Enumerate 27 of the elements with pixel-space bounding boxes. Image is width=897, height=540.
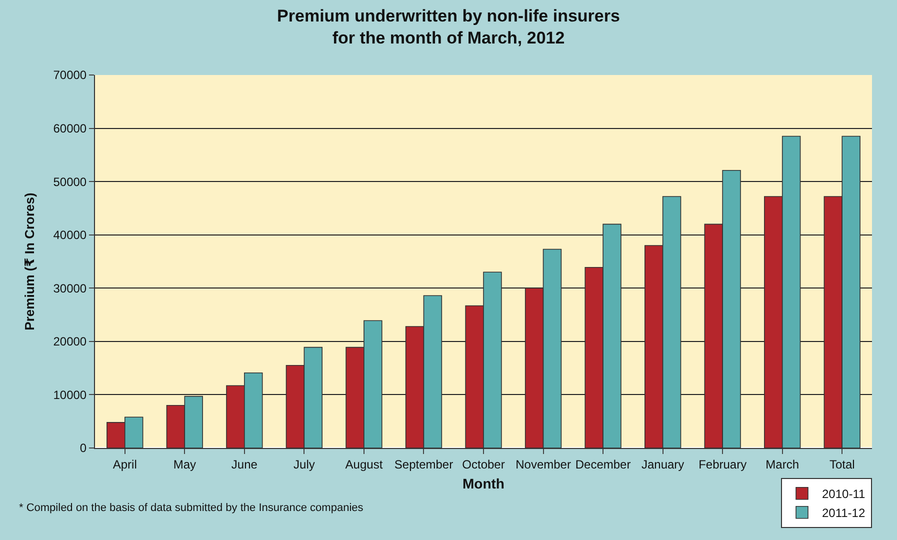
y-tick-label: 70000: [53, 68, 87, 82]
y-axis-title: Premium (₹ In Crores): [22, 192, 38, 330]
y-tick-label: 10000: [53, 388, 87, 402]
x-tick-label: May: [173, 457, 196, 472]
chart-title: Premium underwritten by non-life insurers for the month of March, 2012: [277, 6, 620, 48]
y-tick-label: 60000: [53, 121, 87, 136]
x-tick-label: March: [766, 457, 800, 472]
x-axis-title: Month: [462, 476, 504, 492]
text: * Compiled on the basis of data submitted by the Insurance companies: [19, 502, 364, 514]
x-tick-label: Total: [829, 457, 855, 472]
x-tick-label: December: [575, 457, 631, 472]
x-tick-label: January: [641, 457, 684, 472]
y-tick-label: 0: [80, 441, 87, 456]
y-tick-label: 50000: [53, 174, 87, 189]
x-tick-label: October: [462, 457, 505, 472]
y-tick-label: 40000: [53, 228, 87, 242]
y-tick-label: 30000: [53, 281, 87, 296]
x-tick-label: November: [516, 457, 571, 472]
x-tick-label: April: [112, 457, 137, 472]
x-tick-label: February: [698, 457, 747, 472]
x-tick-label: August: [345, 457, 384, 472]
x-tick-label: June: [231, 457, 258, 472]
y-tick-label: 20000: [53, 334, 87, 349]
x-tick-label: July: [294, 457, 315, 472]
x-tick-label: September: [394, 457, 454, 472]
legend-label: 2010-11: [822, 487, 866, 502]
legend-label: 2011-12: [822, 506, 866, 520]
